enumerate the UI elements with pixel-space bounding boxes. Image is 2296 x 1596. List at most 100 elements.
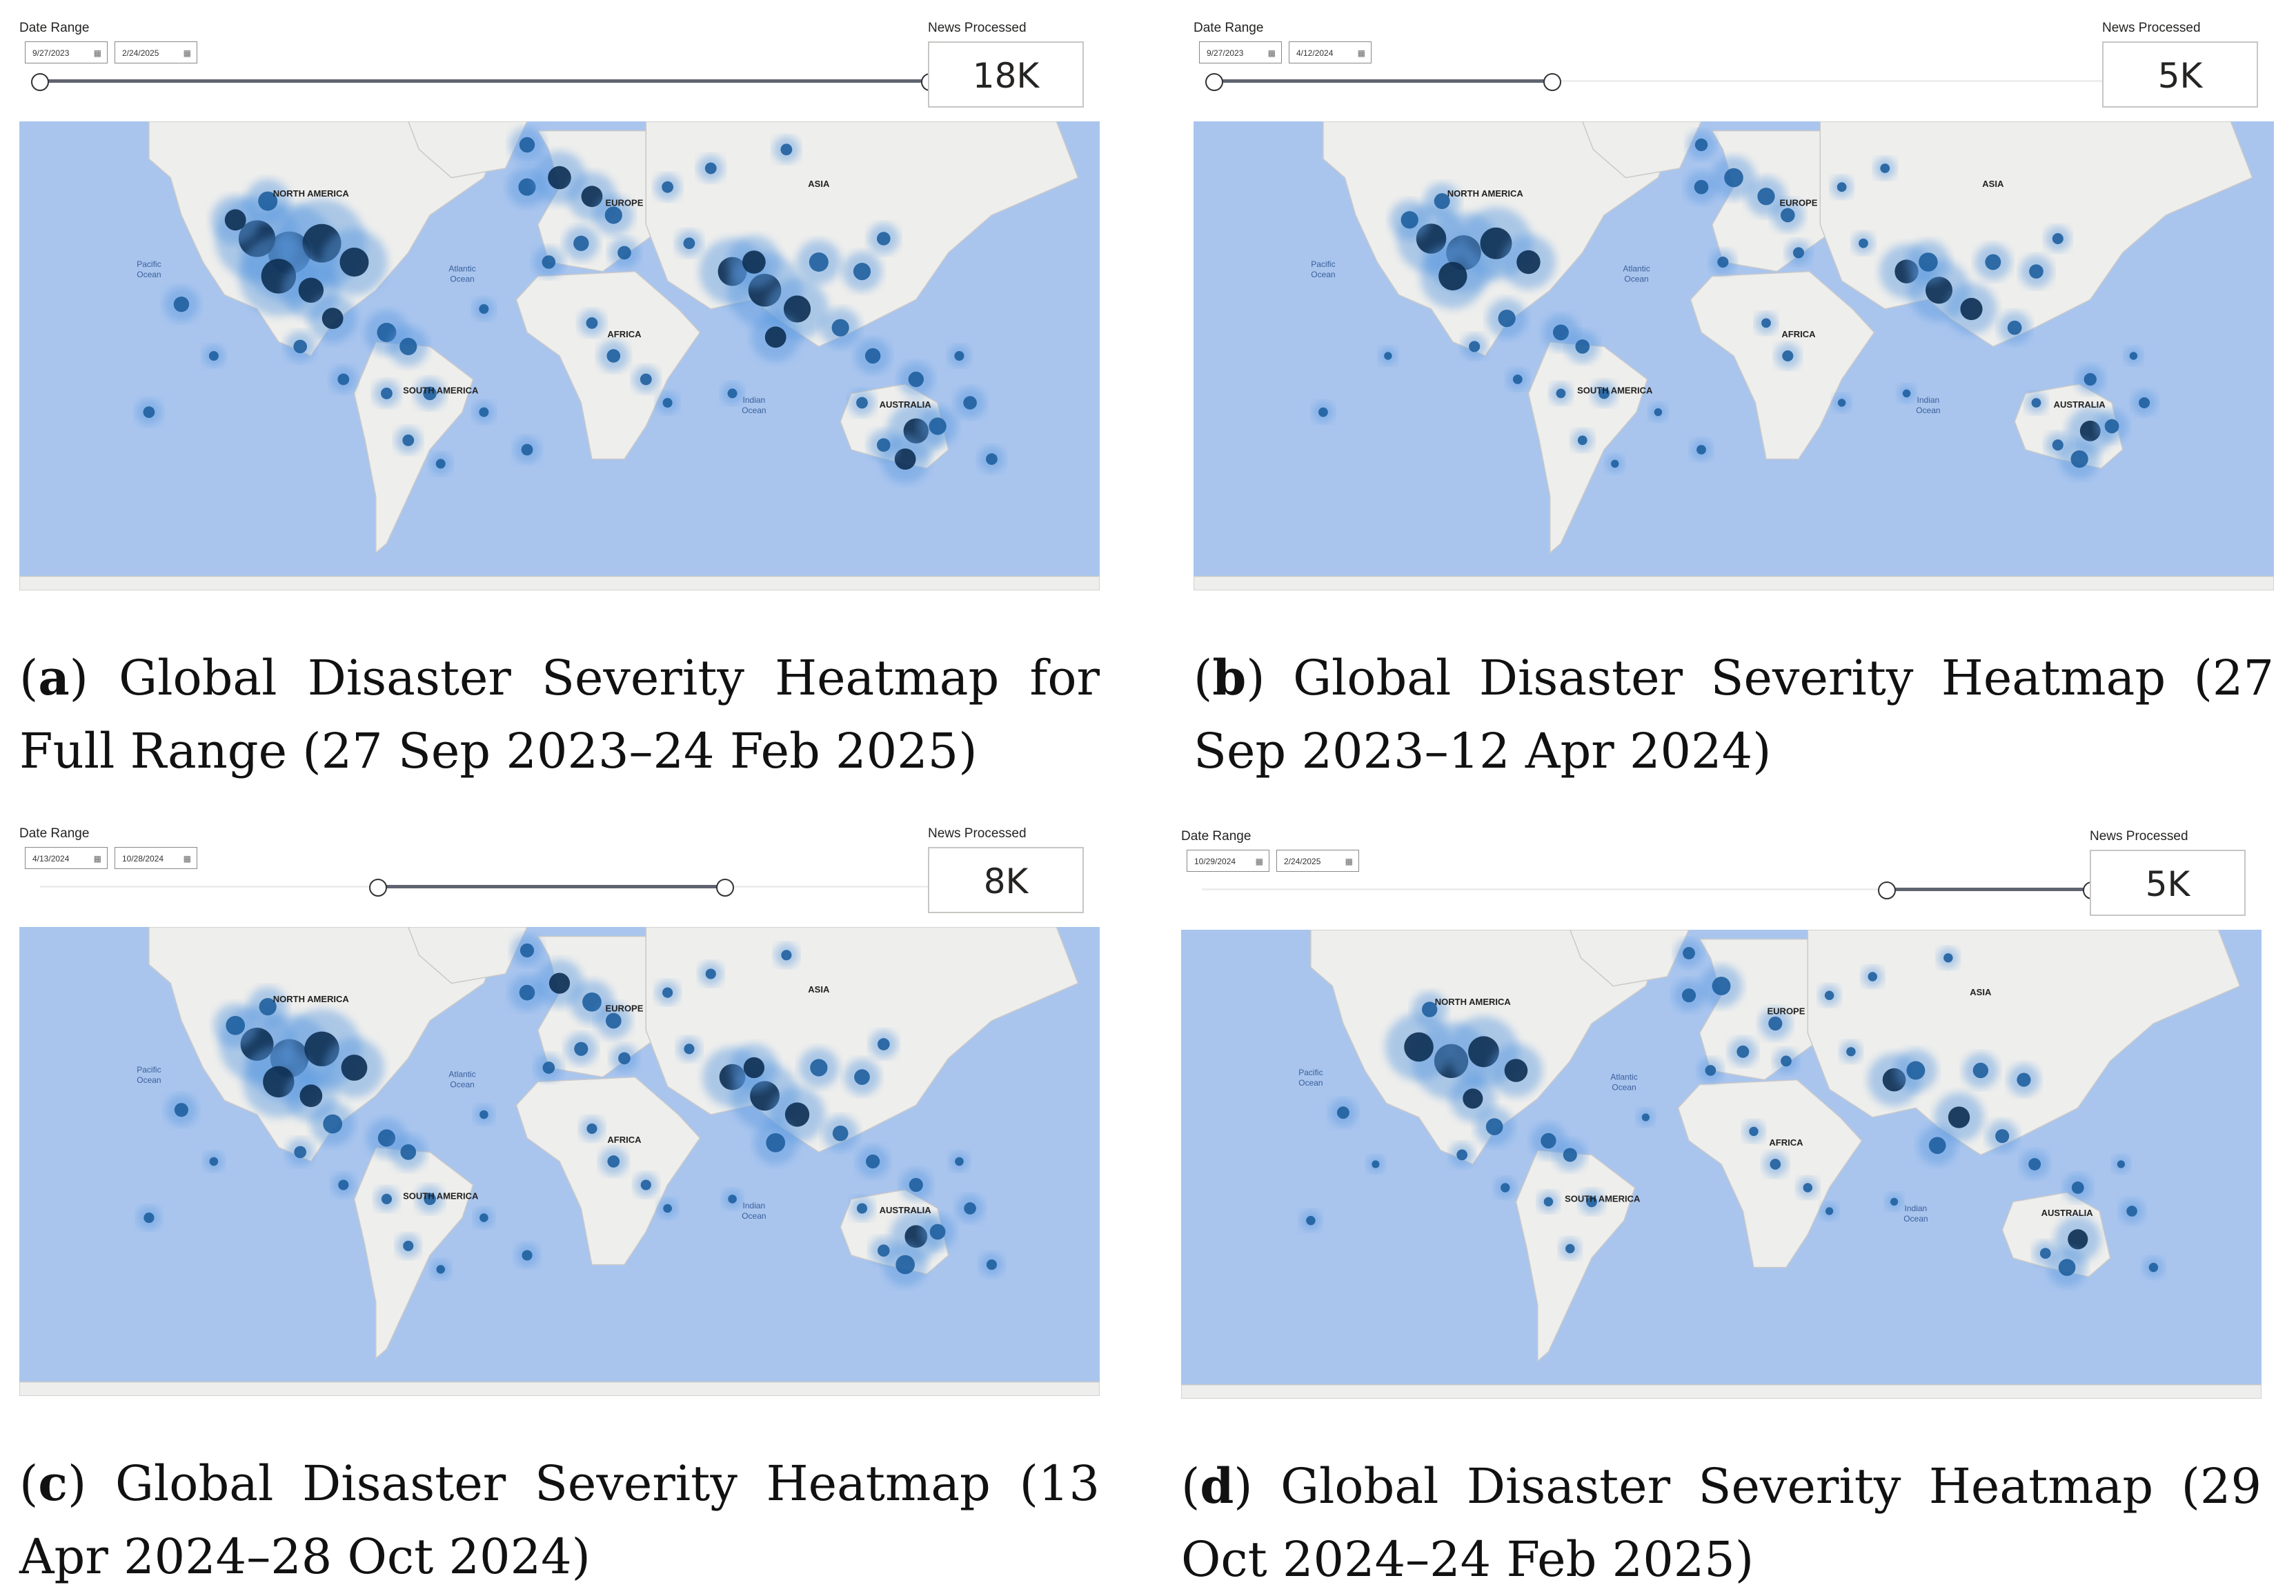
heat-point	[479, 1213, 488, 1222]
slider-start-handle[interactable]	[1205, 73, 1223, 91]
heat-point	[986, 453, 998, 465]
calendar-icon[interactable]: ▦	[1345, 857, 1353, 866]
heat-point	[1943, 953, 1953, 963]
heat-point	[1880, 163, 1890, 173]
calendar-icon[interactable]: ▦	[1255, 857, 1263, 866]
heat-point	[1384, 352, 1392, 360]
heat-point	[877, 1038, 890, 1050]
heat-point	[436, 1265, 446, 1274]
heat-point	[173, 297, 190, 312]
heat-point	[519, 137, 535, 153]
heat-point	[683, 237, 695, 250]
news-processed-value: 5K	[2145, 864, 2190, 904]
heat-point	[381, 388, 393, 399]
start-date-input[interactable]: 4/13/2024 ▦	[25, 847, 108, 869]
continent-label-asia: ASIA	[1982, 179, 2004, 189]
news-processed-value: 18K	[972, 56, 1040, 96]
heat-point	[293, 339, 307, 354]
heat-point	[877, 438, 891, 452]
heat-point	[2039, 1248, 2051, 1259]
end-date-input[interactable]: 2/24/2025 ▦	[1276, 850, 1359, 872]
date-slider-track[interactable]	[1202, 888, 2092, 890]
calendar-icon[interactable]: ▦	[183, 48, 191, 58]
heat-point	[2139, 397, 2150, 409]
calendar-icon[interactable]: ▦	[1267, 48, 1276, 58]
heat-point	[742, 250, 766, 274]
heat-point	[2126, 1206, 2137, 1217]
start-date-input[interactable]: 9/27/2023 ▦	[1199, 41, 1282, 63]
heat-point	[1586, 1196, 1597, 1208]
news-processed-card: 18K	[928, 41, 1084, 108]
ocean-label-pacific-suffix: Ocean	[137, 1075, 161, 1085]
heat-point	[831, 319, 849, 337]
continent-label-north_america: NORTH AMERICA	[1435, 997, 1512, 1007]
slider-end-handle[interactable]	[716, 879, 735, 897]
continent-label-north_america: NORTH AMERICA	[1447, 188, 1524, 199]
date-slider-fill	[378, 885, 726, 888]
heat-point	[1995, 1129, 2010, 1144]
heat-point	[518, 178, 536, 196]
end-date-input[interactable]: 10/28/2024 ▦	[115, 847, 197, 869]
heat-point	[2071, 1181, 2084, 1194]
continent-label-asia: ASIA	[808, 179, 830, 189]
caption-letter: c	[38, 1455, 68, 1512]
continent-label-australia: AUSTRALIA	[2041, 1208, 2094, 1218]
ocean-label-pacific: Pacific	[137, 259, 161, 269]
heat-point	[2070, 450, 2088, 468]
continent-label-north_america: NORTH AMERICA	[273, 994, 350, 1004]
heat-point	[1485, 1118, 1503, 1135]
heat-point	[662, 181, 673, 193]
start-date-input[interactable]: 10/29/2024 ▦	[1187, 850, 1269, 872]
heat-point	[1401, 211, 1418, 229]
heat-point	[1846, 1047, 1856, 1057]
heat-point	[339, 248, 369, 277]
heatmap-map[interactable]: NORTH AMERICA SOUTH AMERICA EUROPE ASIA AFRI…	[1181, 930, 2262, 1399]
landmass-antarctica	[19, 1381, 1100, 1396]
news-processed-label: News Processed	[2090, 829, 2188, 844]
continent-label-africa: AFRICA	[1781, 329, 1816, 339]
news-processed-label: News Processed	[2102, 21, 2201, 35]
heat-point	[2028, 1158, 2041, 1170]
news-processed-card: 5K	[2102, 41, 2258, 108]
heat-point	[783, 295, 811, 323]
heat-point	[1563, 1148, 1577, 1162]
end-date-input[interactable]: 2/24/2025 ▦	[115, 41, 197, 63]
landmass-greenland	[1569, 930, 1690, 987]
date-range-label: Date Range	[19, 826, 90, 841]
heat-point	[479, 1110, 488, 1119]
heatmap-map[interactable]: NORTH AMERICA SOUTH AMERICA EUROPE ASIA AFRI…	[19, 121, 1100, 590]
slider-end-handle[interactable]	[1543, 73, 1562, 91]
calendar-icon[interactable]: ▦	[93, 854, 101, 864]
date-slider-track[interactable]	[1214, 80, 2104, 82]
landmass-greenland	[407, 927, 528, 984]
slider-start-handle[interactable]	[1878, 881, 1897, 899]
calendar-icon[interactable]: ▦	[1357, 48, 1365, 58]
ocean-label-indian-suffix: Ocean	[742, 406, 766, 415]
start-date-value: 4/13/2024	[32, 854, 70, 864]
heat-point	[1757, 188, 1775, 206]
ocean-label-atlantic: Atlantic	[1610, 1073, 1637, 1082]
heat-point	[853, 263, 871, 281]
calendar-icon[interactable]: ▦	[183, 854, 191, 864]
heat-point	[377, 1129, 396, 1147]
heat-point	[929, 417, 947, 435]
end-date-value: 2/24/2025	[122, 48, 159, 58]
world-map-svg: NORTH AMERICA SOUTH AMERICA EUROPE ASIA AFRI…	[1194, 121, 2274, 590]
continent-label-africa: AFRICA	[607, 1135, 642, 1145]
heat-point	[586, 317, 598, 329]
slider-start-handle[interactable]	[31, 73, 49, 91]
slider-start-handle[interactable]	[369, 879, 388, 897]
heat-point	[728, 1195, 737, 1204]
end-date-input[interactable]: 4/12/2024 ▦	[1289, 41, 1372, 63]
heatmap-map[interactable]: NORTH AMERICA SOUTH AMERICA EUROPE ASIA AFRI…	[19, 927, 1100, 1396]
landmass-antarctica	[1194, 575, 2274, 590]
heat-point	[521, 443, 533, 456]
calendar-icon[interactable]: ▦	[93, 48, 101, 58]
heat-point	[224, 209, 246, 231]
heat-point	[618, 1052, 631, 1065]
continent-label-north_america: NORTH AMERICA	[273, 188, 350, 199]
heatmap-map[interactable]: NORTH AMERICA SOUTH AMERICA EUROPE ASIA AFRI…	[1194, 121, 2274, 590]
heat-point	[1803, 1183, 1812, 1193]
start-date-input[interactable]: 9/27/2023 ▦	[25, 41, 108, 63]
heat-point	[1504, 1059, 1528, 1082]
